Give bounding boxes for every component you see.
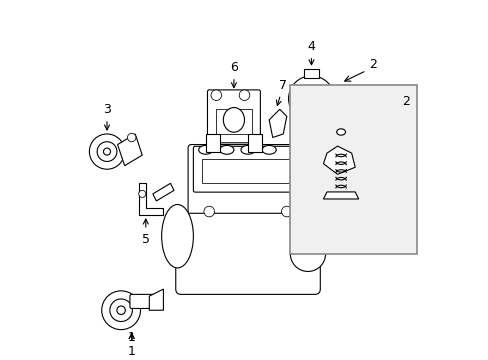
Ellipse shape [198,145,212,154]
Circle shape [89,134,124,169]
Polygon shape [139,183,163,215]
Circle shape [239,90,249,100]
Text: 6: 6 [229,61,237,87]
Ellipse shape [220,145,233,154]
Circle shape [103,148,110,155]
Ellipse shape [241,145,255,154]
Circle shape [127,133,136,142]
Circle shape [117,306,125,315]
FancyBboxPatch shape [295,90,326,114]
Circle shape [97,142,117,162]
FancyBboxPatch shape [188,145,307,293]
Circle shape [288,76,334,122]
Text: 1: 1 [127,334,135,359]
Circle shape [211,90,221,100]
Bar [304,69,318,77]
Polygon shape [117,134,142,166]
Ellipse shape [336,129,345,135]
Circle shape [102,291,140,330]
Bar [205,134,220,152]
Ellipse shape [262,145,276,154]
FancyBboxPatch shape [290,85,416,254]
Text: 4: 4 [307,40,315,65]
FancyBboxPatch shape [175,213,320,294]
Circle shape [203,206,214,217]
Circle shape [305,94,316,104]
Ellipse shape [223,108,244,132]
Circle shape [298,85,324,112]
FancyBboxPatch shape [207,90,260,143]
Circle shape [139,190,145,197]
Bar [202,159,293,183]
Polygon shape [153,183,174,201]
Polygon shape [323,146,354,174]
Polygon shape [323,192,358,199]
Polygon shape [149,289,163,310]
FancyBboxPatch shape [130,294,154,309]
Text: 1: 1 [127,331,135,344]
Ellipse shape [162,204,193,268]
Polygon shape [268,109,286,138]
FancyBboxPatch shape [193,146,302,192]
Bar [247,134,262,152]
Circle shape [290,236,325,271]
Bar [216,109,251,134]
Text: 7: 7 [276,79,286,105]
Circle shape [281,206,291,217]
Text: 2: 2 [368,58,376,71]
Circle shape [110,299,132,321]
Text: 3: 3 [103,103,111,130]
Text: 2: 2 [402,95,409,108]
Text: 5: 5 [142,219,149,246]
